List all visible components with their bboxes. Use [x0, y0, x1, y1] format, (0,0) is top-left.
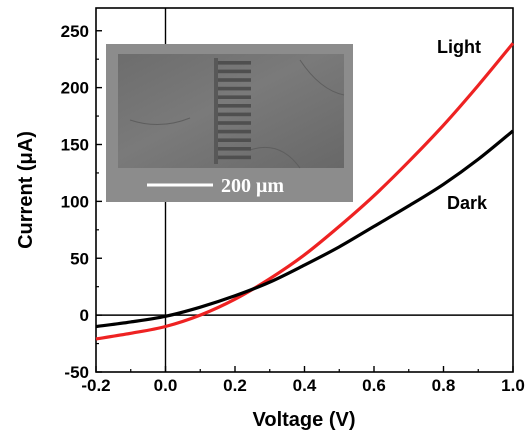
- x-tick-label: 0.2: [223, 376, 247, 395]
- x-axis-ticks: -0.2 0.0 0.2 0.4 0.6 0.8 1.0: [81, 366, 525, 395]
- y-tick-label: 50: [70, 249, 89, 268]
- series-label-light: Light: [437, 37, 481, 57]
- y-axis-ticks: -50 0 50 100 150 200 250: [61, 22, 102, 382]
- y-tick-label: 200: [61, 79, 89, 98]
- electrode-finger: [218, 86, 251, 91]
- electrode-finger: [218, 129, 251, 134]
- y-tick-label: 150: [61, 136, 89, 155]
- x-tick-label: 0.8: [432, 376, 456, 395]
- series-line-light: [95, 42, 515, 341]
- y-tick-label: 100: [61, 192, 89, 211]
- electrode-finger: [218, 78, 251, 82]
- electrode-finger: [218, 147, 251, 151]
- electrode-finger: [218, 138, 251, 142]
- series-label-dark: Dark: [447, 193, 488, 213]
- y-axis-title: Current (μA): [15, 131, 37, 249]
- x-axis-title: Voltage (V): [253, 409, 356, 431]
- series-line-dark: [95, 129, 515, 329]
- scale-bar-label: 200 μm: [221, 175, 284, 197]
- electrode-finger: [218, 104, 251, 108]
- electrode-fingers: [218, 61, 251, 160]
- x-tick-label: 0.6: [362, 376, 386, 395]
- electrode-finger: [218, 112, 251, 117]
- sem-inset: 200 μm: [106, 44, 353, 202]
- sem-texture: [129, 59, 345, 169]
- y-tick-label: 250: [61, 22, 89, 41]
- x-tick-label: 0.0: [154, 376, 178, 395]
- electrode-finger: [218, 95, 251, 99]
- x-tick-label: 0.4: [293, 376, 317, 395]
- x-tick-label: -0.2: [81, 376, 110, 395]
- electrode-finger: [218, 61, 251, 65]
- y-tick-label: -50: [64, 363, 89, 382]
- electrode-finger: [218, 69, 251, 74]
- electrode-pad-left: [214, 58, 218, 164]
- electrode-finger: [218, 155, 251, 160]
- y-tick-label: 0: [80, 306, 89, 325]
- electrode-finger: [218, 121, 251, 125]
- series-layer: [95, 42, 515, 341]
- x-tick-label: 1.0: [501, 376, 525, 395]
